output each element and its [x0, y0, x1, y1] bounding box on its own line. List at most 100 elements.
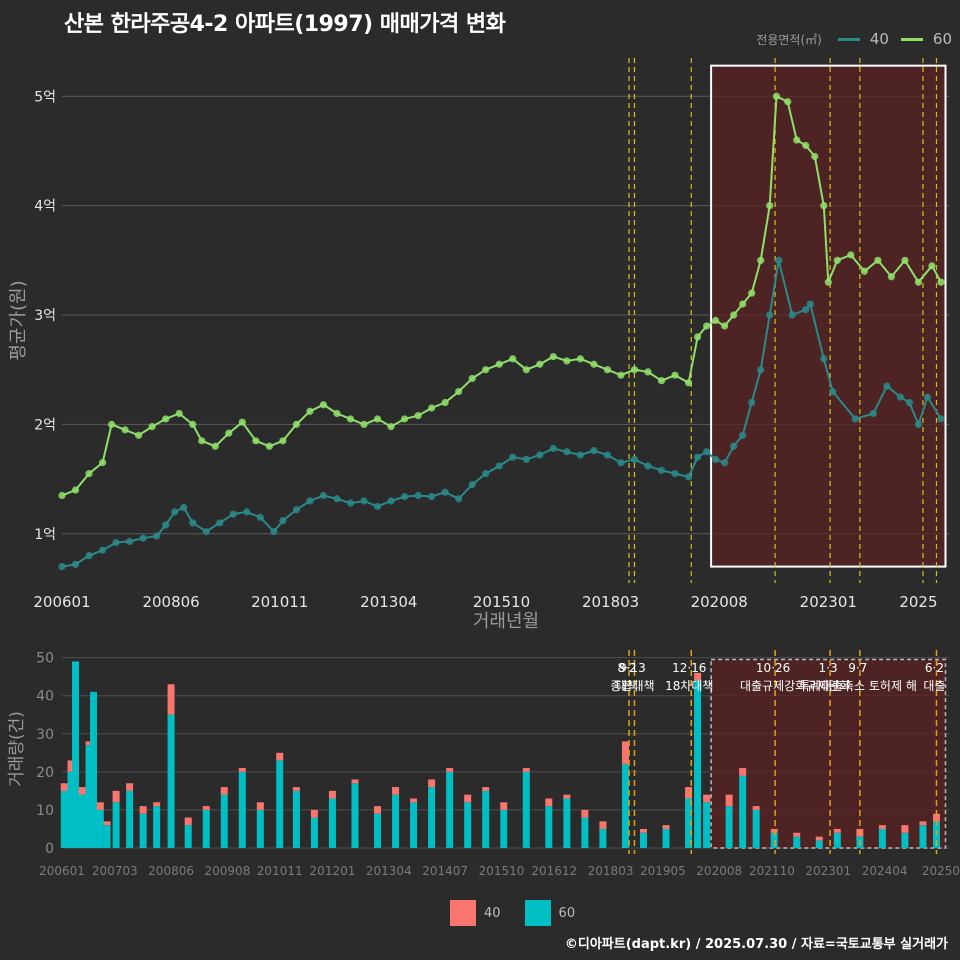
series-point-40 — [333, 495, 341, 503]
volume-bar-60 — [739, 775, 747, 848]
series-point-60 — [657, 377, 666, 385]
series-point-40 — [788, 311, 796, 319]
series-point-60 — [175, 409, 183, 418]
series-point-60 — [468, 374, 476, 383]
series-point-60 — [833, 256, 841, 264]
volume-bar-60 — [639, 832, 647, 848]
series-point-40 — [279, 517, 287, 525]
series-point-60 — [914, 278, 923, 286]
series-point-60 — [98, 459, 107, 467]
volume-bar-60 — [563, 798, 571, 848]
series-point-60 — [784, 98, 792, 106]
series-point-40 — [428, 492, 436, 501]
volume-bar-40 — [310, 809, 318, 818]
volume-bar-40 — [96, 802, 104, 810]
series-point-60 — [576, 355, 584, 363]
series-point-60 — [712, 316, 720, 325]
policy-name-label: 대출규제강화 — [740, 679, 806, 693]
series-point-60 — [360, 420, 368, 429]
volume-y-tick-label: 40 — [36, 689, 54, 705]
volume-bar-60 — [60, 790, 68, 848]
price-y-tick-label: 2억 — [34, 417, 56, 433]
series-point-40 — [482, 470, 490, 478]
series-point-60 — [211, 442, 219, 450]
policy-date-label: 8·2 — [618, 661, 637, 675]
price-x-tick-label: 201510 — [473, 593, 530, 611]
volume-bar-40 — [752, 806, 760, 810]
series-point-60 — [387, 422, 395, 431]
volume-y-tick-label: 20 — [36, 765, 54, 781]
series-point-60 — [189, 420, 197, 429]
series-point-60 — [428, 404, 436, 412]
series-point-40 — [775, 256, 783, 264]
volume-bar-60 — [96, 809, 104, 848]
series-point-40 — [914, 420, 923, 429]
legend-swatch-40 — [837, 37, 860, 41]
series-point-40 — [671, 470, 679, 478]
series-point-40 — [58, 562, 66, 571]
series-point-60 — [630, 366, 639, 374]
series-point-40 — [766, 311, 774, 319]
series-point-60 — [820, 202, 828, 210]
volume-bar-60 — [770, 832, 778, 848]
series-point-60 — [135, 431, 143, 439]
series-point-60 — [811, 152, 819, 161]
volume-legend: 40 60 — [450, 900, 591, 926]
volume-bar-60 — [621, 764, 629, 848]
volume-highlight-region — [710, 658, 947, 849]
volume-bar-40 — [464, 794, 472, 803]
series-point-40 — [387, 497, 395, 505]
volume-bar-60 — [581, 817, 589, 848]
series-point-40 — [216, 519, 224, 527]
price-x-tick-label: 200601 — [33, 593, 90, 611]
legend-box-label-40: 40 — [484, 905, 501, 921]
series-point-40 — [657, 466, 666, 474]
series-point-40 — [896, 393, 905, 401]
volume-bar-40 — [545, 798, 553, 807]
series-point-60 — [400, 415, 409, 423]
volume-x-tick-label: 200703 — [92, 864, 138, 878]
series-point-40 — [851, 415, 859, 423]
volume-bar-40 — [60, 783, 68, 791]
volume-bar-40 — [739, 768, 747, 776]
volume-y-tick-label: 30 — [36, 727, 54, 743]
series-point-40 — [702, 448, 711, 456]
series-point-60 — [748, 289, 756, 297]
series-point-40 — [171, 508, 179, 516]
series-point-60 — [509, 355, 517, 363]
series-point-40 — [563, 448, 571, 456]
series-point-40 — [693, 453, 702, 461]
series-point-60 — [292, 420, 300, 429]
series-point-60 — [71, 486, 80, 494]
series-point-60 — [198, 437, 206, 445]
series-point-60 — [928, 262, 936, 270]
volume-bar-40 — [126, 783, 134, 791]
volume-bar-60 — [725, 806, 733, 848]
policy-name-label: 18차대책 — [665, 678, 713, 693]
series-point-60 — [148, 422, 156, 431]
legend-box-40 — [450, 900, 476, 926]
volume-bar-60 — [292, 790, 300, 848]
volume-x-tick-label: 202404 — [862, 864, 908, 878]
volume-bar-40 — [238, 768, 246, 772]
series-point-60 — [455, 387, 463, 396]
policy-name-label: 규제완화 — [806, 679, 850, 693]
volume-x-tick-label: 200908 — [205, 864, 251, 878]
series-point-40 — [360, 497, 368, 505]
series-point-40 — [71, 560, 80, 569]
series-point-60 — [373, 415, 382, 423]
series-point-60 — [590, 360, 598, 368]
volume-x-tick-label: 202008 — [696, 864, 742, 878]
volume-bar-60 — [685, 798, 693, 848]
series-point-60 — [793, 136, 801, 144]
series-point-60 — [766, 202, 774, 210]
legend-box-60 — [524, 900, 551, 926]
series-point-40 — [189, 519, 197, 527]
series-point-60 — [730, 311, 738, 319]
volume-bar-60 — [446, 771, 454, 848]
volume-bar-40 — [292, 787, 300, 791]
volume-bar-40 — [153, 802, 161, 807]
volume-bar-60 — [833, 832, 841, 848]
series-point-60 — [757, 256, 765, 264]
series-point-40 — [229, 510, 237, 518]
